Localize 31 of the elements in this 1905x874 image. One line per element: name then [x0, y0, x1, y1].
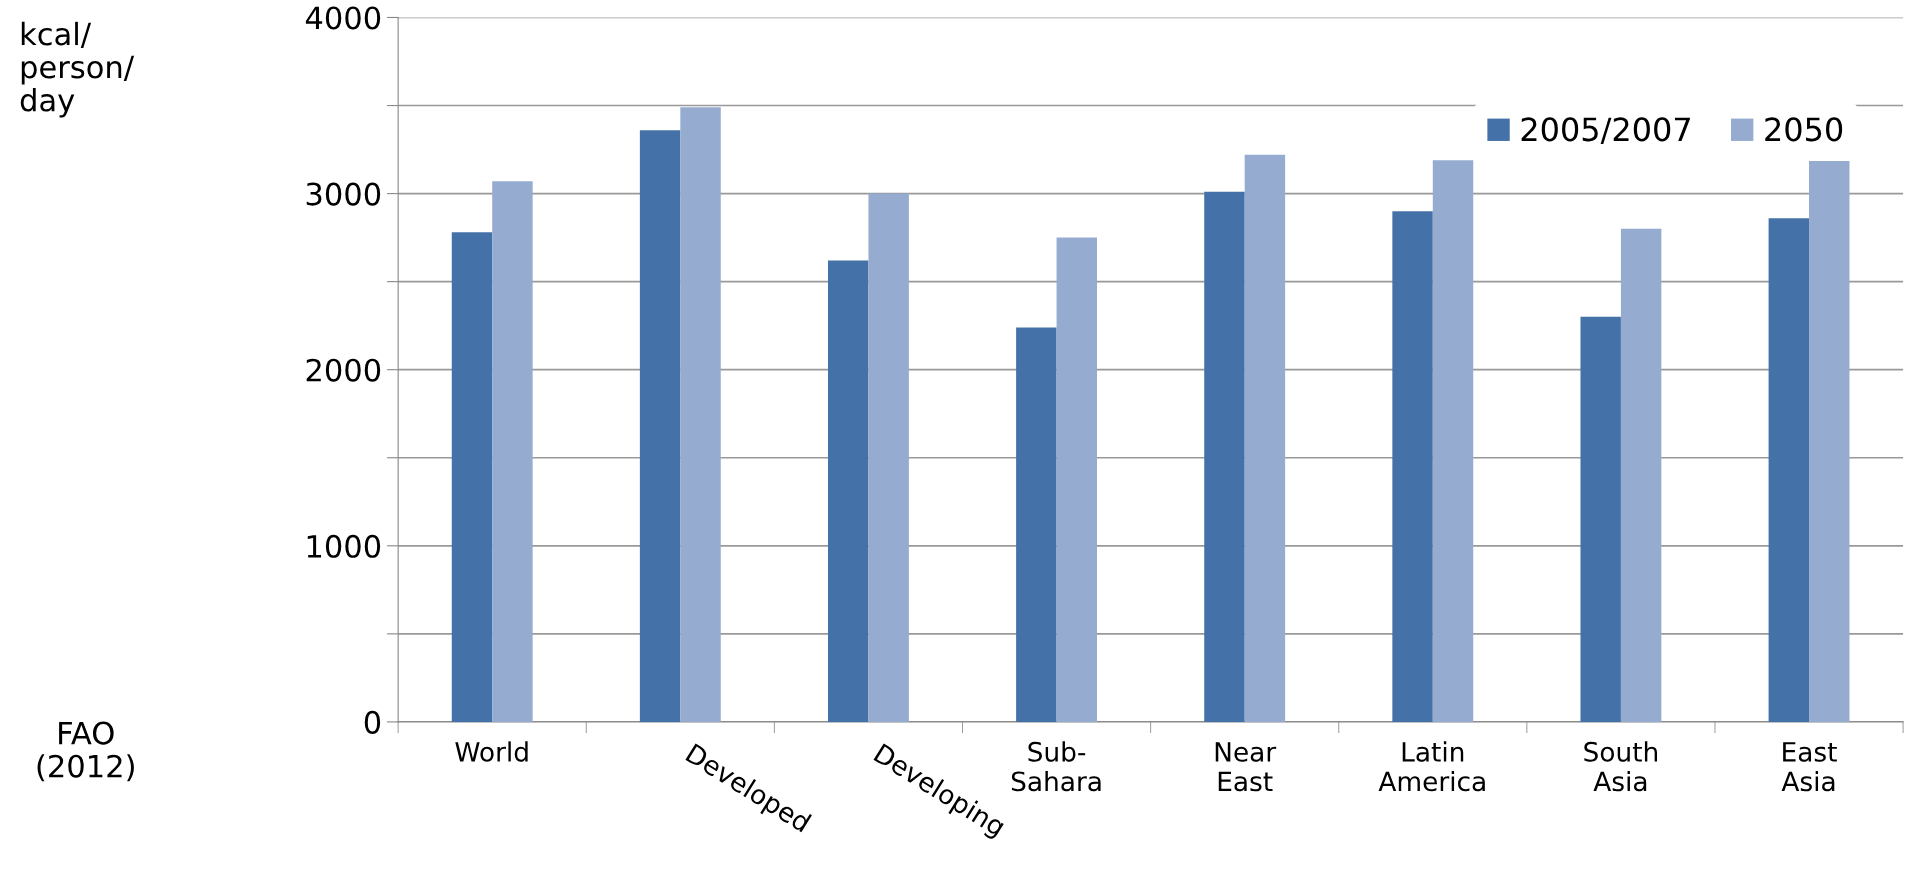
x-tick-label: Latin America: [1378, 741, 1485, 792]
bar: [1432, 160, 1474, 722]
bar: [492, 181, 533, 722]
bar: [1056, 237, 1098, 722]
x-tick-label: South Asia: [1584, 741, 1658, 792]
bar: [828, 260, 869, 722]
bar: [868, 193, 909, 722]
y-tick-label: 2000: [306, 358, 381, 382]
x-tick-label: Near East: [1215, 742, 1277, 792]
bar: [451, 232, 493, 722]
bar: [639, 130, 681, 722]
x-tick-label: World: [455, 741, 528, 762]
x-tick-label: Sub- Sahara: [1011, 741, 1101, 792]
bar: [1809, 160, 1850, 722]
bar: [1580, 316, 1621, 722]
bar: [1768, 218, 1810, 722]
text: kcal/ person/ day: [20, 21, 135, 118]
bar: [1204, 191, 1245, 722]
legend-label: 2050: [1765, 117, 1843, 142]
bar: [1244, 154, 1286, 722]
x-tick-label: East Asia: [1781, 742, 1837, 792]
y-tick-label: 1000: [307, 534, 381, 558]
bar: [1620, 228, 1662, 722]
bar: [1016, 327, 1057, 722]
y-tick-label: 4000: [305, 6, 381, 30]
bar: [680, 107, 721, 722]
text: FAO (2012): [37, 721, 134, 782]
legend-label: 2005/2007: [1521, 117, 1690, 144]
y-tick-label: 0: [364, 710, 381, 734]
bar: [1392, 211, 1433, 722]
y-tick-label: 3000: [306, 182, 381, 206]
